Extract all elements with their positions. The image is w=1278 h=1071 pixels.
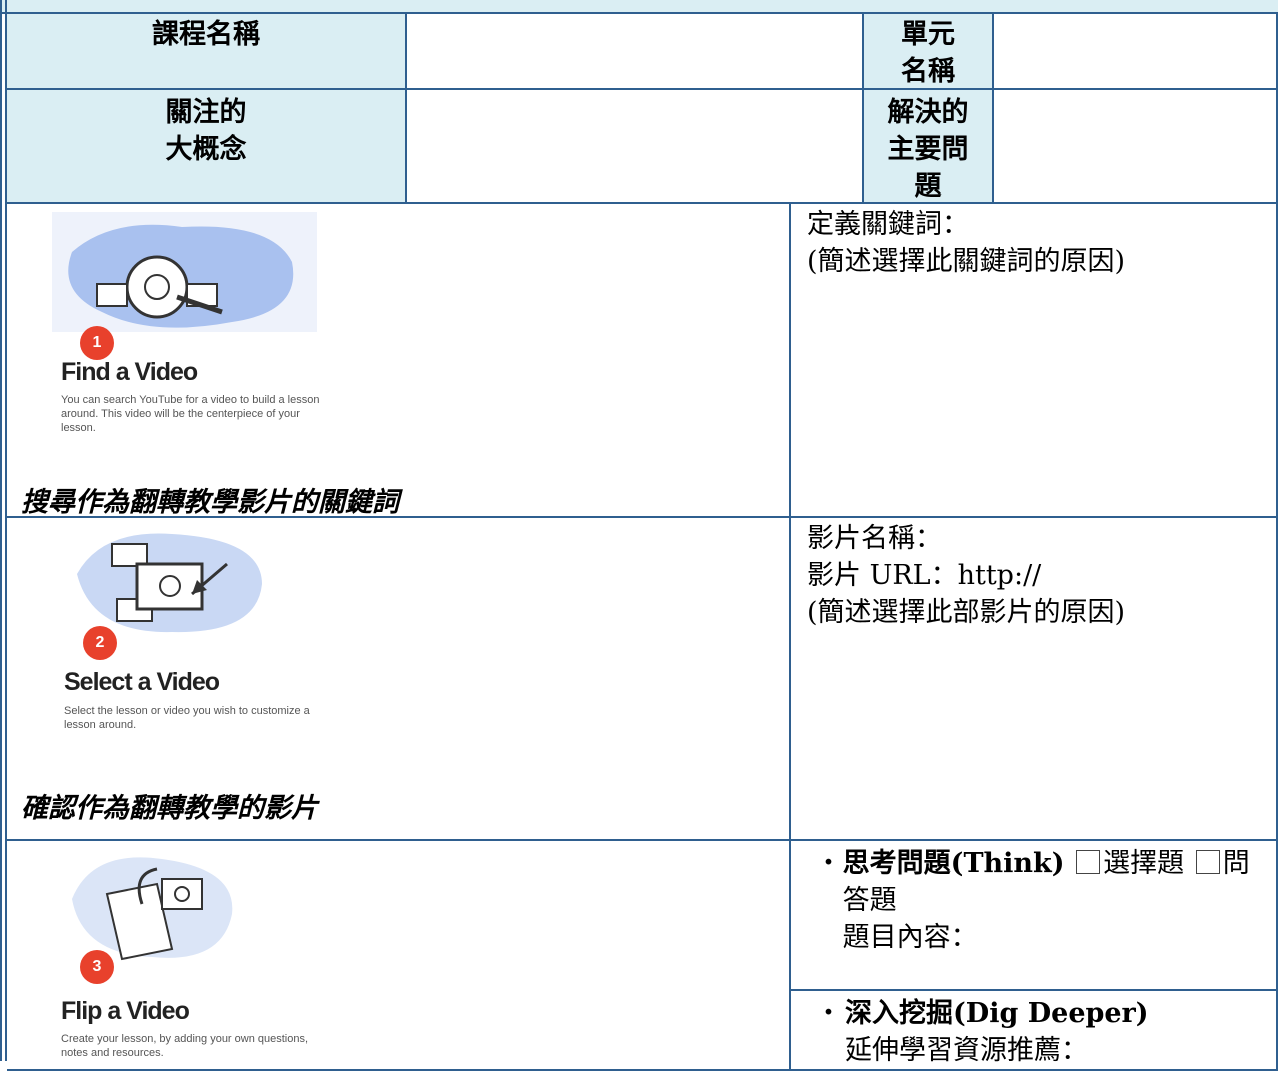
empty-cell: [407, 90, 864, 204]
label: 解決的主要問題: [887, 97, 969, 202]
step-number: 2: [83, 626, 117, 660]
note: 定義關鍵詞：: [807, 209, 969, 240]
think-label: 思考問題(Think): [842, 848, 1065, 879]
empty-cell: [994, 90, 1278, 204]
step-caption: 搜尋作為翻轉教學影片的關鍵詞: [21, 487, 399, 518]
step-title: Find a Video: [61, 358, 198, 386]
step-cell: 1 Find a Video You can search YouTube fo…: [7, 204, 791, 518]
header-cell: 單元名稱: [864, 14, 994, 90]
think-cell: ・ 思考問題(Think) 選擇題 問答題 題目內容：: [791, 841, 1278, 991]
header-cell: 課程名稱: [7, 14, 407, 90]
checkbox[interactable]: [1195, 850, 1220, 874]
label: 關注的: [165, 97, 247, 128]
step-number: 1: [80, 326, 114, 360]
label: 大概念: [165, 134, 247, 165]
top-band: [0, 0, 1278, 14]
content-label: 題目內容：: [842, 922, 978, 953]
note: 影片名稱：: [807, 523, 942, 554]
notes-cell: 影片名稱： 影片 URL：http:// (簡述選擇此部影片的原因): [791, 518, 1278, 841]
notes-cell: 定義關鍵詞： (簡述選擇此關鍵詞的原因): [791, 204, 1278, 518]
think-block: ・ 思考問題(Think) 選擇題 問答題 題目內容：: [815, 845, 1268, 956]
dig-label: 深入挖掘(Dig Deeper): [845, 998, 1149, 1029]
step-title: Select a Video: [64, 668, 220, 696]
step-description: Create your lesson, by adding your own q…: [61, 1033, 309, 1059]
illustration: [72, 857, 233, 961]
step-description: You can search YouTube for a video to bu…: [61, 394, 320, 434]
dig-content: 深入挖掘(Dig Deeper) 延伸學習資源推薦：: [845, 995, 1149, 1069]
note: (簡述選擇此關鍵詞的原因): [807, 246, 1126, 277]
resources-label: 延伸學習資源推薦：: [845, 1035, 1088, 1066]
illustration: [52, 212, 317, 332]
label: 課程名稱: [152, 19, 260, 50]
header-cell: 解決的主要問題: [864, 90, 994, 204]
note: 影片 URL：http://: [807, 560, 1042, 591]
step-caption: 確認作為翻轉教學的影片: [21, 793, 318, 824]
empty-cell: [407, 14, 864, 90]
empty-cell: [994, 14, 1278, 90]
dig-block: ・ 深入挖掘(Dig Deeper) 延伸學習資源推薦：: [815, 995, 1268, 1069]
dig-cell: ・ 深入挖掘(Dig Deeper) 延伸學習資源推薦：: [791, 991, 1278, 1071]
think-content: 思考問題(Think) 選擇題 問答題 題目內容：: [843, 845, 1268, 956]
step-cell: 3 Flip a Video Create your lesson, by ad…: [7, 841, 791, 1071]
step-title: Flip a Video: [61, 997, 190, 1025]
option: 問答題: [842, 848, 1250, 916]
step-cell: 2 Select a Video Select the lesson or vi…: [7, 518, 791, 841]
note: (簡述選擇此部影片的原因): [807, 597, 1126, 628]
left-border: [0, 0, 7, 1061]
step-number: 3: [80, 950, 114, 984]
bullet: ・: [815, 848, 842, 879]
header-cell: 關注的 大概念: [7, 90, 407, 204]
checkbox[interactable]: [1076, 850, 1101, 874]
step-description: Select the lesson or video you wish to c…: [64, 705, 310, 731]
bullet: ・: [815, 998, 842, 1029]
option: 選擇題: [1103, 848, 1185, 879]
label: 單元名稱: [901, 19, 955, 87]
illustration: [77, 533, 262, 633]
